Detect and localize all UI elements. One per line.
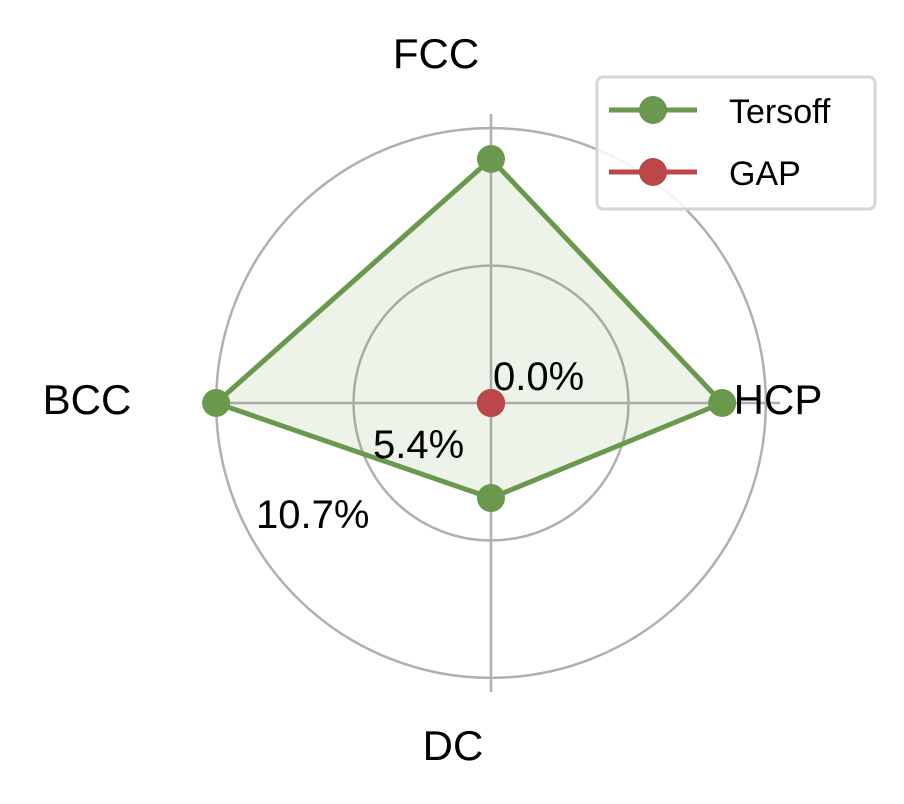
category-label-fcc: FCC: [393, 30, 479, 77]
data-point-tersoff-bcc: [202, 389, 231, 417]
category-label-dc: DC: [423, 722, 484, 769]
data-point-gap-bcc: [477, 389, 505, 417]
legend: Tersoff GAP: [595, 75, 877, 211]
series-fill-tersoff: [216, 158, 723, 499]
category-label-hcp: HCP: [734, 376, 823, 423]
r-tick-label: 5.4%: [373, 423, 464, 467]
category-label-bcc: BCC: [43, 376, 132, 423]
data-point-tersoff-fcc: [477, 144, 505, 173]
legend-label-tersoff: Tersoff: [729, 93, 831, 131]
data-point-tersoff-hcp: [708, 389, 737, 417]
radial-tick-labels: 0.0% 5.4%10.7%: [256, 355, 584, 537]
legend-label-gap: GAP: [729, 155, 801, 193]
series-layer: [202, 144, 737, 513]
r-tick-label: 0.0%: [493, 355, 584, 399]
data-point-tersoff-dc: [477, 484, 505, 513]
r-tick-label: 10.7%: [256, 493, 369, 537]
legend-marker-tersoff: [639, 96, 667, 124]
category-labels: FCC HCP DC BCC: [43, 30, 823, 769]
legend-marker-gap: [639, 158, 667, 186]
